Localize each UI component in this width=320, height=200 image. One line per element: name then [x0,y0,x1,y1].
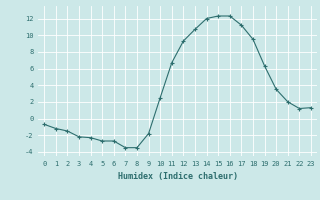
X-axis label: Humidex (Indice chaleur): Humidex (Indice chaleur) [118,172,238,181]
